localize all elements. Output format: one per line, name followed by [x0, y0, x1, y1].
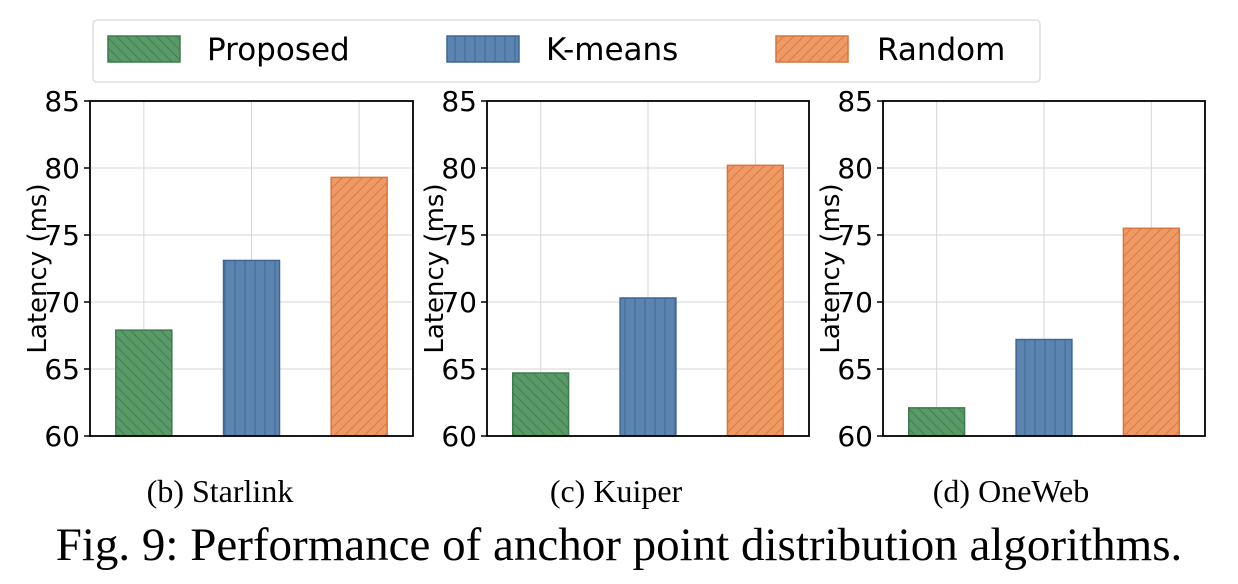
- bar-kmeans: [619, 297, 677, 437]
- y-tick-label: 60: [837, 420, 873, 453]
- y-tick-label: 80: [44, 152, 80, 185]
- axes-frame: [89, 100, 414, 437]
- legend-label-kmeans: K-means: [546, 32, 678, 68]
- y-axis-label: Latency (ms): [420, 183, 450, 353]
- legend-item-proposed: Proposed: [107, 32, 350, 68]
- axes-frame: [882, 100, 1206, 437]
- legend-item-random: Random: [775, 32, 1005, 68]
- panel-starlink: (b) Starlink 60 65 70 75 80 85 Latency (ms): [23, 85, 414, 509]
- panel-kuiper: (c) Kuiper 60 65 70 75 80 85 Latency (ms): [420, 85, 810, 509]
- panel-oneweb: (d) OneWeb 60 65 70 75 80 85 Latency (ms): [816, 85, 1206, 509]
- bar-proposed: [908, 407, 966, 437]
- legend-label-proposed: Proposed: [207, 32, 350, 68]
- legend-label-random: Random: [877, 32, 1005, 68]
- y-tick-label: 85: [44, 85, 80, 118]
- legend-swatch-proposed: [107, 35, 181, 63]
- bar-kmeans: [1015, 338, 1073, 437]
- bar-random: [1122, 227, 1180, 437]
- bar-proposed: [512, 372, 570, 437]
- y-tick-label: 70: [837, 286, 873, 319]
- subcaption-starlink: (b) Starlink: [147, 473, 294, 509]
- y-tick-label: 75: [441, 219, 477, 252]
- y-tick-label: 70: [441, 286, 477, 319]
- y-tick-label: 75: [44, 219, 80, 252]
- bar-kmeans: [222, 259, 281, 437]
- y-tick-label: 85: [837, 85, 873, 118]
- y-axis-label: Latency (ms): [816, 183, 846, 353]
- y-tick-label: 75: [837, 219, 873, 252]
- y-tick-label: 85: [441, 85, 477, 118]
- y-tick-label: 65: [441, 353, 477, 386]
- legend-swatch-random: [775, 35, 849, 63]
- y-tick-label: 70: [44, 286, 80, 319]
- legend: Proposed K-means Random: [92, 19, 1041, 83]
- axes-frame: [486, 100, 810, 437]
- subcaption-oneweb: (d) OneWeb: [933, 473, 1089, 509]
- y-tick-label: 60: [44, 420, 80, 453]
- y-tick-label: 60: [441, 420, 477, 453]
- bar-random: [726, 164, 784, 437]
- figure-caption: Fig. 9: Performance of anchor point dist…: [56, 519, 1183, 571]
- y-tick-label: 65: [44, 353, 80, 386]
- y-axis-label: Latency (ms): [23, 183, 53, 353]
- subcaption-kuiper: (c) Kuiper: [550, 473, 683, 509]
- bar-proposed: [115, 329, 173, 437]
- bar-random: [330, 176, 388, 437]
- y-tick-label: 65: [837, 353, 873, 386]
- y-tick-label: 80: [441, 152, 477, 185]
- y-tick-label: 80: [837, 152, 873, 185]
- legend-item-kmeans: K-means: [446, 32, 678, 68]
- legend-swatch-kmeans: [446, 35, 520, 63]
